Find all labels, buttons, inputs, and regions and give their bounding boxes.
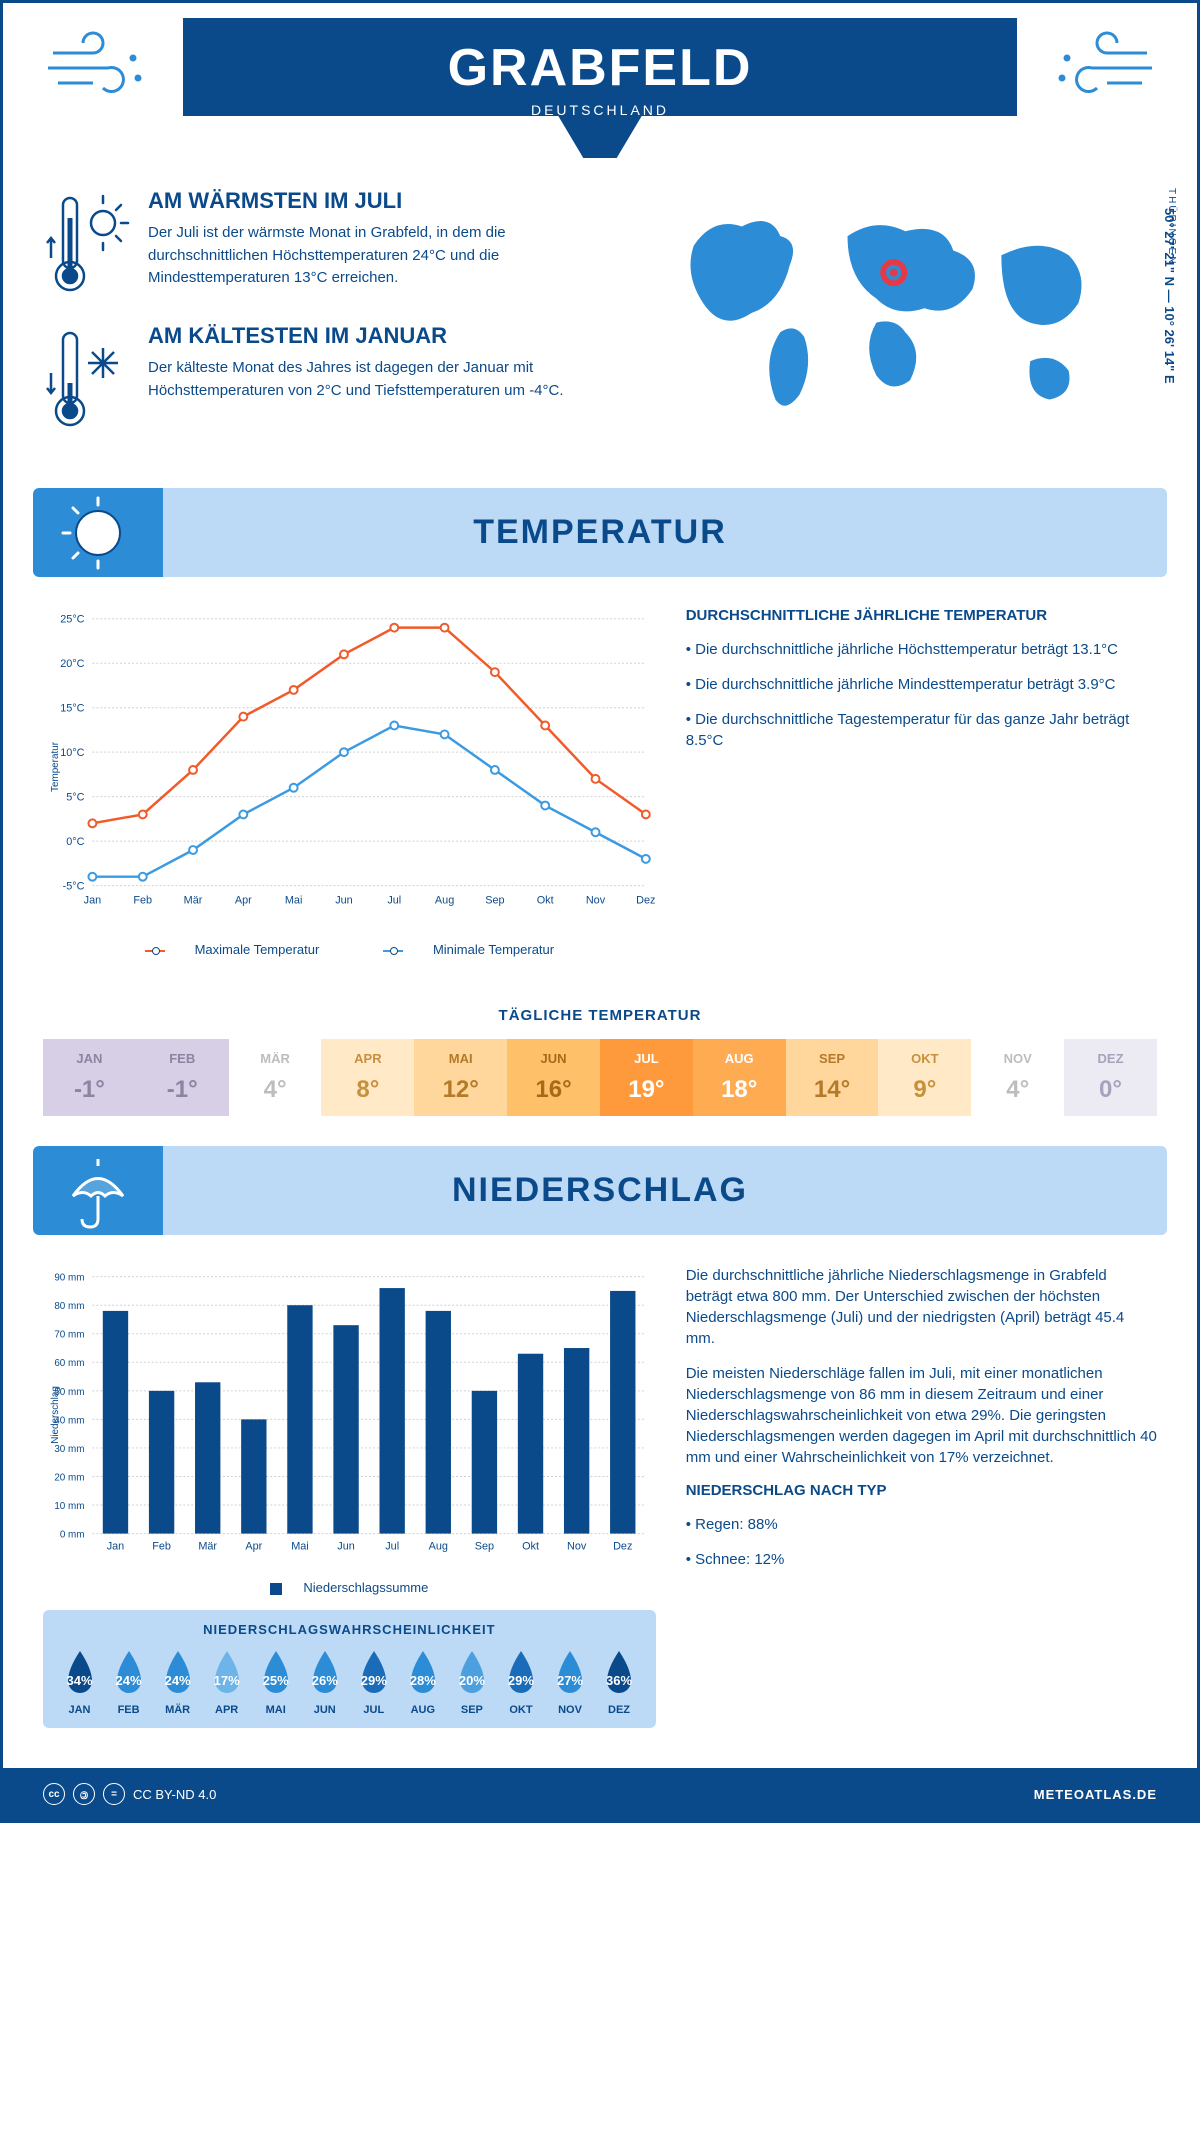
precip-bullet: • Regen: 88%: [686, 1514, 1157, 1535]
svg-text:-5°C: -5°C: [63, 881, 85, 893]
wind-icon: [43, 28, 163, 108]
svg-text:Aug: Aug: [429, 1540, 448, 1552]
svg-text:25°C: 25°C: [60, 614, 84, 626]
temp-section-title: TEMPERATUR: [33, 513, 1167, 552]
temp-bullet: • Die durchschnittliche jährliche Mindes…: [686, 674, 1157, 695]
daily-temp-title: TÄGLICHE TEMPERATUR: [3, 1007, 1197, 1024]
wind-icon: [1037, 28, 1157, 108]
temp-bullet: • Die durchschnittliche Tagestemperatur …: [686, 709, 1157, 751]
svg-text:10°C: 10°C: [60, 747, 84, 759]
svg-text:80 mm: 80 mm: [54, 1301, 84, 1312]
coordinates: 50° 27' 21" N — 10° 26' 14" E: [1162, 208, 1177, 384]
svg-text:Dez: Dez: [613, 1540, 632, 1552]
chart-legend: Maximale Temperatur Minimale Temperatur: [43, 942, 656, 957]
svg-text:15°C: 15°C: [60, 703, 84, 715]
svg-text:Apr: Apr: [245, 1540, 262, 1552]
probability-box: NIEDERSCHLAGSWAHRSCHEINLICHKEIT 34%JAN24…: [43, 1610, 656, 1728]
coldest-block: AM KÄLTESTEN IM JANUAR Der kälteste Mona…: [43, 323, 585, 433]
svg-text:Jun: Jun: [335, 894, 353, 906]
temperature-banner: TEMPERATUR: [33, 488, 1167, 577]
temperature-line-chart: -5°C 0°C 5°C 10°C 15°C 20°C 25°C Jan Feb Mär Apr Ma…: [43, 607, 656, 927]
temp-bullet: • Die durchschnittliche jährliche Höchst…: [686, 639, 1157, 660]
warmest-text: Der Juli ist der wärmste Monat in Grabfe…: [148, 222, 585, 290]
svg-text:60 mm: 60 mm: [54, 1358, 84, 1369]
coldest-title: AM KÄLTESTEN IM JANUAR: [148, 323, 585, 349]
svg-text:Temperatur: Temperatur: [50, 741, 61, 792]
svg-text:Sep: Sep: [475, 1540, 494, 1552]
svg-text:Nov: Nov: [586, 894, 606, 906]
precipitation-bar-chart: 0 mm10 mm20 mm30 mm40 mm50 mm60 mm70 mm8…: [43, 1265, 656, 1565]
svg-text:Jan: Jan: [84, 894, 102, 906]
svg-text:Dez: Dez: [636, 894, 655, 906]
by-icon: 🄯: [73, 1783, 95, 1805]
svg-text:0°C: 0°C: [66, 836, 84, 848]
coldest-text: Der kälteste Monat des Jahres ist dagege…: [148, 357, 585, 402]
svg-text:70 mm: 70 mm: [54, 1330, 84, 1341]
page-subtitle: DEUTSCHLAND: [183, 102, 1017, 118]
page-title: GRABFELD: [183, 38, 1017, 98]
svg-text:Okt: Okt: [537, 894, 554, 906]
precip-bullet: • Schnee: 12%: [686, 1549, 1157, 1570]
temp-text-heading: DURCHSCHNITTLICHE JÄHRLICHE TEMPERATUR: [686, 607, 1157, 624]
svg-text:Sep: Sep: [485, 894, 504, 906]
svg-text:Mär: Mär: [198, 1540, 217, 1552]
bar-legend: Niederschlagssumme: [43, 1580, 656, 1595]
svg-text:20 mm: 20 mm: [54, 1472, 84, 1483]
footer: cc 🄯 = CC BY-ND 4.0 METEOATLAS.DE: [3, 1768, 1197, 1820]
svg-text:Mär: Mär: [184, 894, 203, 906]
svg-text:Jul: Jul: [387, 894, 401, 906]
precip-section-title: NIEDERSCHLAG: [33, 1171, 1167, 1210]
svg-text:Feb: Feb: [133, 894, 152, 906]
daily-temp-grid: JAN-1°FEB-1°MÄR4°APR8°MAI12°JUN16°JUL19°…: [43, 1039, 1157, 1116]
sun-icon: [33, 488, 163, 577]
umbrella-icon: [33, 1146, 163, 1235]
site-name: METEOATLAS.DE: [1034, 1787, 1157, 1802]
svg-text:Okt: Okt: [522, 1540, 539, 1552]
svg-text:10 mm: 10 mm: [54, 1501, 84, 1512]
svg-text:Feb: Feb: [152, 1540, 171, 1552]
thermometer-hot-icon: [43, 188, 133, 298]
world-map: [615, 188, 1157, 438]
svg-text:0 mm: 0 mm: [60, 1530, 85, 1541]
svg-text:Aug: Aug: [435, 894, 454, 906]
cc-icon: cc: [43, 1783, 65, 1805]
svg-text:Mai: Mai: [285, 894, 302, 906]
license-text: CC BY-ND 4.0: [133, 1787, 216, 1802]
svg-text:Mai: Mai: [291, 1540, 309, 1552]
svg-text:Jul: Jul: [385, 1540, 399, 1552]
svg-text:5°C: 5°C: [66, 792, 84, 804]
svg-text:Jan: Jan: [107, 1540, 125, 1552]
header-banner: GRABFELD DEUTSCHLAND: [183, 18, 1017, 158]
nd-icon: =: [103, 1783, 125, 1805]
svg-text:30 mm: 30 mm: [54, 1444, 84, 1455]
precip-type-heading: NIEDERSCHLAG NACH TYP: [686, 1482, 1157, 1499]
precip-text: Die meisten Niederschläge fallen im Juli…: [686, 1363, 1157, 1468]
svg-text:20°C: 20°C: [60, 658, 84, 670]
warmest-title: AM WÄRMSTEN IM JULI: [148, 188, 585, 214]
thermometer-cold-icon: [43, 323, 133, 433]
svg-text:Apr: Apr: [235, 894, 252, 906]
svg-text:90 mm: 90 mm: [54, 1273, 84, 1284]
svg-text:Jun: Jun: [337, 1540, 355, 1552]
precip-text: Die durchschnittliche jährliche Niedersc…: [686, 1265, 1157, 1349]
precipitation-banner: NIEDERSCHLAG: [33, 1146, 1167, 1235]
warmest-block: AM WÄRMSTEN IM JULI Der Juli ist der wär…: [43, 188, 585, 298]
svg-text:Nov: Nov: [567, 1540, 587, 1552]
svg-text:Niederschlag: Niederschlag: [50, 1386, 61, 1444]
